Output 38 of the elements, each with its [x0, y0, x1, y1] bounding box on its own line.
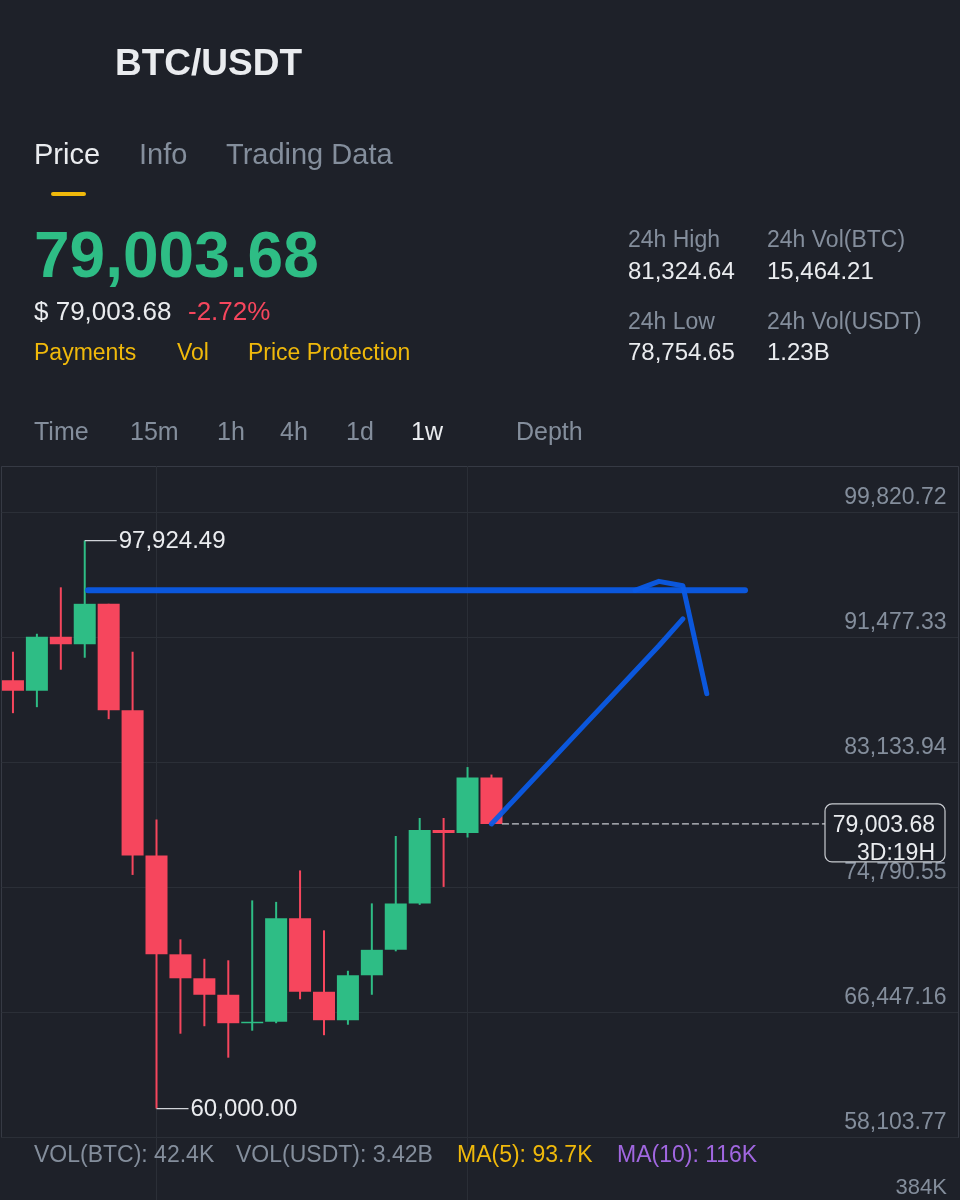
text: 1.23B: [767, 338, 830, 365]
text: Payments: [34, 339, 137, 365]
text: 4h: [280, 417, 308, 445]
y-tick-label: 58,103.77: [844, 1107, 947, 1134]
ref-line-label: 79,003.68: [832, 810, 935, 837]
text: $ 79,003.68: [34, 296, 172, 326]
text: 79,003.68: [34, 219, 319, 291]
text: Price: [34, 138, 101, 170]
text: 15m: [130, 417, 179, 445]
text: Price Protection: [248, 339, 411, 365]
text: -2.72%: [188, 296, 271, 326]
text: MA(5): 93.7K: [457, 1141, 594, 1167]
text: 81,324.64: [628, 257, 735, 284]
text: 78,754.65: [628, 338, 735, 365]
text: 15,464.21: [767, 257, 874, 284]
y-tick-label: 91,477.33: [844, 607, 947, 634]
text: Time: [34, 417, 89, 445]
annotation: 60,000.00: [190, 1093, 298, 1121]
text: MA(10): 116K: [617, 1141, 758, 1167]
chart-title: BTC/USDT: [115, 42, 303, 83]
y-tick-label: 66,447.16: [844, 982, 947, 1009]
annotation: 97,924.49: [118, 525, 226, 553]
y-tick-label: 99,820.72: [844, 482, 947, 509]
text: Trading Data: [226, 138, 394, 170]
text: 1h: [217, 417, 245, 445]
text: Info: [139, 138, 188, 170]
text: 24h Vol(USDT): [767, 308, 922, 334]
text: VOL(USDT): 3.42B: [236, 1141, 433, 1167]
text: 24h High: [628, 226, 721, 252]
text: VOL(BTC): 42.4K: [34, 1141, 215, 1167]
text: 384K: [895, 1174, 948, 1199]
text: Depth: [516, 417, 583, 445]
text: 1d: [346, 417, 374, 445]
text: 24h Vol(BTC): [767, 226, 906, 252]
text: 1w: [411, 417, 444, 445]
text: Vol: [177, 339, 209, 365]
text: 24h Low: [628, 308, 716, 334]
y-tick-label: 83,133.94: [844, 732, 947, 759]
